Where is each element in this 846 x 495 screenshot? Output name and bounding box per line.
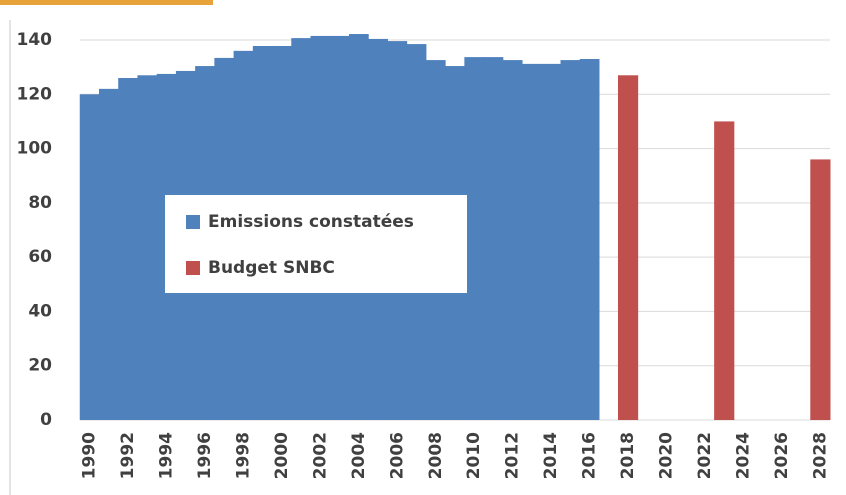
y-tick-label: 20 [28, 356, 52, 376]
legend-swatch [186, 261, 200, 275]
y-tick-label: 100 [17, 139, 53, 159]
bar [522, 63, 542, 421]
x-tick-label: 2020 [657, 432, 677, 479]
legend-box [165, 195, 467, 293]
x-tick-label: 2010 [464, 432, 484, 479]
bar [118, 78, 138, 420]
legend-label: Budget SNBC [208, 258, 335, 278]
x-tick-label: 2006 [387, 432, 407, 479]
bar [483, 57, 504, 420]
bar [714, 121, 735, 420]
legend-label: Emissions constatées [208, 212, 414, 232]
bar [541, 63, 562, 421]
header-accent [0, 0, 213, 5]
legend: Emissions constatées Budget SNBC [165, 195, 467, 293]
y-tick-label: 140 [17, 30, 53, 50]
x-tick-label: 1990 [80, 432, 100, 479]
y-tick-label: 80 [28, 193, 52, 213]
x-tick-label: 2016 [580, 432, 600, 479]
bar [464, 57, 485, 420]
legend-swatch [186, 215, 200, 229]
bar [617, 75, 639, 421]
x-tick-label: 2026 [772, 432, 792, 479]
x-tick-label: 2002 [310, 432, 330, 479]
x-tick-label: 2022 [695, 432, 715, 479]
bar [560, 60, 581, 420]
bar [79, 94, 100, 421]
x-tick-label: 2008 [426, 432, 446, 479]
x-tick-label: 2000 [272, 432, 292, 479]
y-tick-label: 120 [17, 84, 53, 104]
y-tick-label: 0 [40, 410, 52, 430]
bar [137, 75, 158, 421]
x-tick-label: 2012 [503, 432, 523, 479]
x-tick-label: 2028 [810, 432, 830, 479]
bar [810, 159, 831, 420]
x-tick-label: 2014 [541, 432, 561, 479]
x-tick-label: 1992 [118, 432, 138, 479]
x-tick-label: 2018 [618, 432, 638, 479]
x-tick-label: 1998 [233, 432, 253, 479]
bar [502, 60, 523, 420]
x-tick-label: 1994 [157, 432, 177, 479]
y-tick-label: 60 [28, 247, 52, 267]
x-tick-label: 1996 [195, 432, 215, 479]
x-tick-label: 2004 [349, 432, 369, 479]
y-tick-label: 40 [28, 301, 52, 321]
bar [98, 88, 119, 420]
x-tick-label: 2024 [733, 432, 753, 479]
bar [579, 59, 600, 420]
